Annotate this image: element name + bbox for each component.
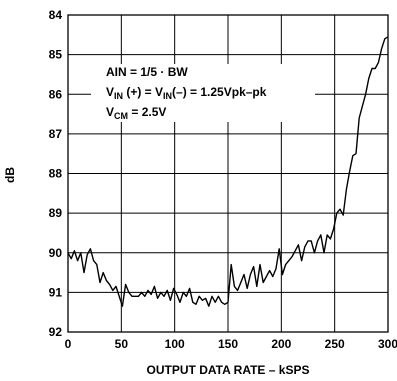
x-tick-label: 0 xyxy=(65,337,72,351)
x-tick-label: 100 xyxy=(165,337,185,351)
tick-labels: 0 50 100 150 200 250 300 84 85 86 87 88 89 90 91 92 xyxy=(49,8,397,351)
grid-lines xyxy=(68,15,388,332)
y-tick-label: 87 xyxy=(49,127,63,141)
series-line xyxy=(67,36,389,307)
y-tick-label: 90 xyxy=(49,246,63,260)
annotation-line-1: AIN = 1/5 · BW xyxy=(106,65,188,79)
y-tick-label: 86 xyxy=(49,87,63,101)
x-axis-title: OUTPUT DATA RATE – kSPS xyxy=(147,363,310,377)
y-tick-label: 91 xyxy=(49,285,63,299)
x-tick-label: 250 xyxy=(325,337,345,351)
annotation-background xyxy=(91,64,315,122)
y-tick-label: 88 xyxy=(49,167,63,181)
x-tick-label: 150 xyxy=(218,337,238,351)
y-tick-label: 85 xyxy=(49,48,63,62)
annotation-line-2: VIN (+) = VIN(–) = 1.25Vpk–pk xyxy=(106,85,267,101)
x-tick-label: 50 xyxy=(115,337,129,351)
x-tick-label: 200 xyxy=(271,337,291,351)
annotation-line-3: VCM = 2.5V xyxy=(106,105,166,121)
y-tick-label: 89 xyxy=(49,206,63,220)
y-axis-title: dB xyxy=(3,167,17,183)
y-tick-label: 84 xyxy=(49,8,63,22)
plot-frame xyxy=(67,14,389,333)
y-tick-label: 92 xyxy=(49,325,63,339)
x-tick-label: 300 xyxy=(378,337,397,351)
